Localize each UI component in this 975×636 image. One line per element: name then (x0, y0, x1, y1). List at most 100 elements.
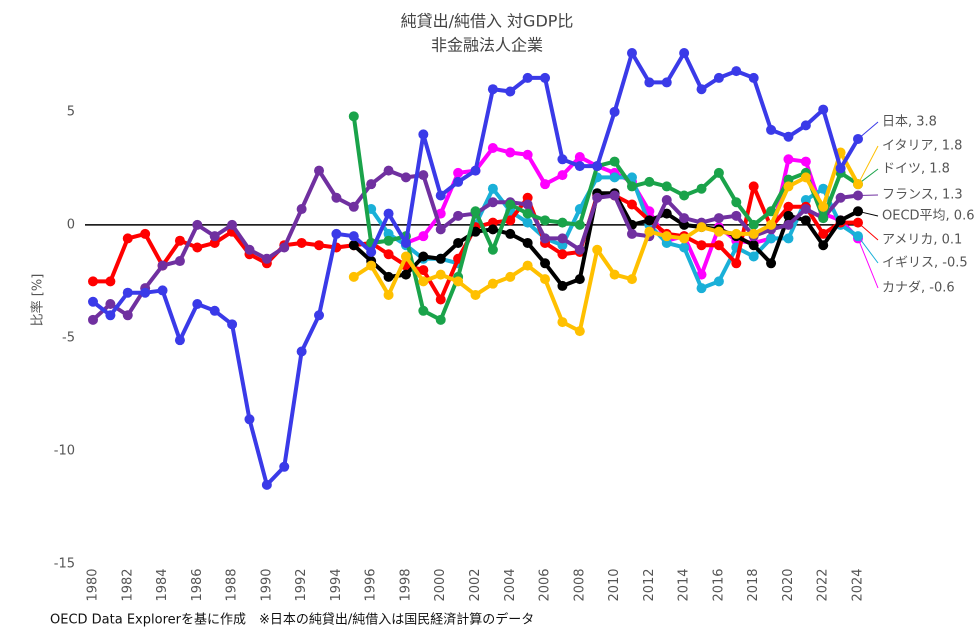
data-point (192, 299, 203, 309)
legend-label: フランス, 1.3 (882, 188, 963, 203)
data-point (731, 228, 742, 239)
data-point (453, 167, 464, 178)
data-point (522, 149, 533, 160)
data-point (522, 260, 533, 271)
x-tick-label: 2018 (746, 568, 761, 601)
data-point (696, 222, 707, 233)
data-point (540, 258, 551, 269)
y-tick-label: -15 (54, 557, 75, 572)
data-point (574, 152, 585, 163)
data-point (696, 240, 707, 251)
data-point (748, 228, 759, 239)
y-tick-label: 5 (67, 104, 75, 119)
data-point (557, 249, 568, 260)
x-tick-label: 1994 (329, 568, 344, 601)
data-point (783, 181, 794, 192)
data-point (122, 233, 133, 244)
label-connector (857, 235, 879, 264)
data-point (626, 274, 637, 285)
data-point (348, 201, 359, 212)
data-point (540, 72, 551, 83)
data-point (574, 274, 585, 285)
data-point (696, 183, 707, 194)
data-point (348, 240, 359, 251)
data-point (157, 285, 168, 296)
data-point (348, 231, 359, 242)
data-point (348, 271, 359, 282)
legend-label: ドイツ, 1.8 (882, 162, 950, 177)
data-point (713, 213, 724, 224)
label-connector (857, 222, 879, 241)
x-tick-label: 2006 (538, 568, 553, 601)
legend-label: イタリア, 1.8 (882, 139, 962, 154)
series-line (351, 116, 860, 322)
data-point (487, 197, 498, 208)
x-tick-label: 2014 (677, 568, 692, 601)
data-point (470, 206, 481, 217)
data-point (435, 294, 446, 305)
y-tick-label: -5 (62, 330, 75, 345)
data-point (435, 190, 446, 201)
data-point (487, 278, 498, 289)
data-point (626, 181, 637, 192)
data-point (244, 414, 255, 425)
data-point (540, 179, 551, 190)
data-point (748, 240, 759, 251)
x-tick-label: 2002 (468, 568, 483, 601)
data-point (522, 237, 533, 248)
data-point (713, 276, 724, 287)
x-tick-label: 2010 (607, 568, 622, 601)
data-point (748, 72, 759, 83)
y-tick-label: 0 (67, 217, 75, 232)
data-point (140, 228, 151, 239)
chart-subtitle: 非金融法人企業 (431, 36, 543, 55)
data-point (783, 201, 794, 212)
data-point (487, 244, 498, 255)
data-point (748, 219, 759, 230)
data-point (731, 197, 742, 208)
data-point (748, 181, 759, 192)
data-point (766, 219, 777, 230)
x-tick-label: 1984 (155, 568, 170, 601)
x-tick-label: 2020 (781, 568, 796, 601)
data-point (540, 233, 551, 244)
data-point (679, 213, 690, 224)
data-point (366, 179, 377, 190)
data-point (453, 176, 464, 187)
data-point (783, 210, 794, 221)
data-point (661, 208, 672, 219)
data-point (383, 271, 394, 282)
data-point (644, 226, 655, 237)
data-point (818, 213, 829, 224)
data-point (314, 165, 325, 176)
data-point (470, 226, 481, 237)
data-point (366, 247, 377, 257)
data-point (505, 86, 516, 97)
x-tick-label: 1996 (364, 568, 379, 601)
data-point (592, 192, 603, 203)
data-point (783, 131, 794, 142)
data-point (661, 181, 672, 192)
legend-label: OECD平均, 0.6 (882, 209, 974, 224)
data-point (696, 84, 707, 95)
data-point (505, 228, 516, 239)
data-point (487, 84, 498, 95)
series: イタリア, 1.8 (348, 139, 962, 337)
data-point (88, 296, 98, 307)
data-point (800, 172, 811, 183)
x-tick-label: 1982 (120, 568, 135, 601)
data-point (557, 233, 568, 244)
data-point (713, 240, 724, 251)
data-point (88, 276, 98, 287)
data-point (696, 283, 707, 294)
data-point (122, 310, 133, 321)
data-point (626, 228, 637, 239)
data-point (435, 253, 446, 264)
label-connector (857, 145, 879, 185)
data-point (522, 72, 533, 83)
data-point (105, 310, 116, 321)
data-point (279, 461, 290, 472)
x-tick-label: 2024 (851, 568, 866, 601)
data-point (105, 299, 116, 309)
x-tick-label: 2016 (711, 568, 726, 601)
